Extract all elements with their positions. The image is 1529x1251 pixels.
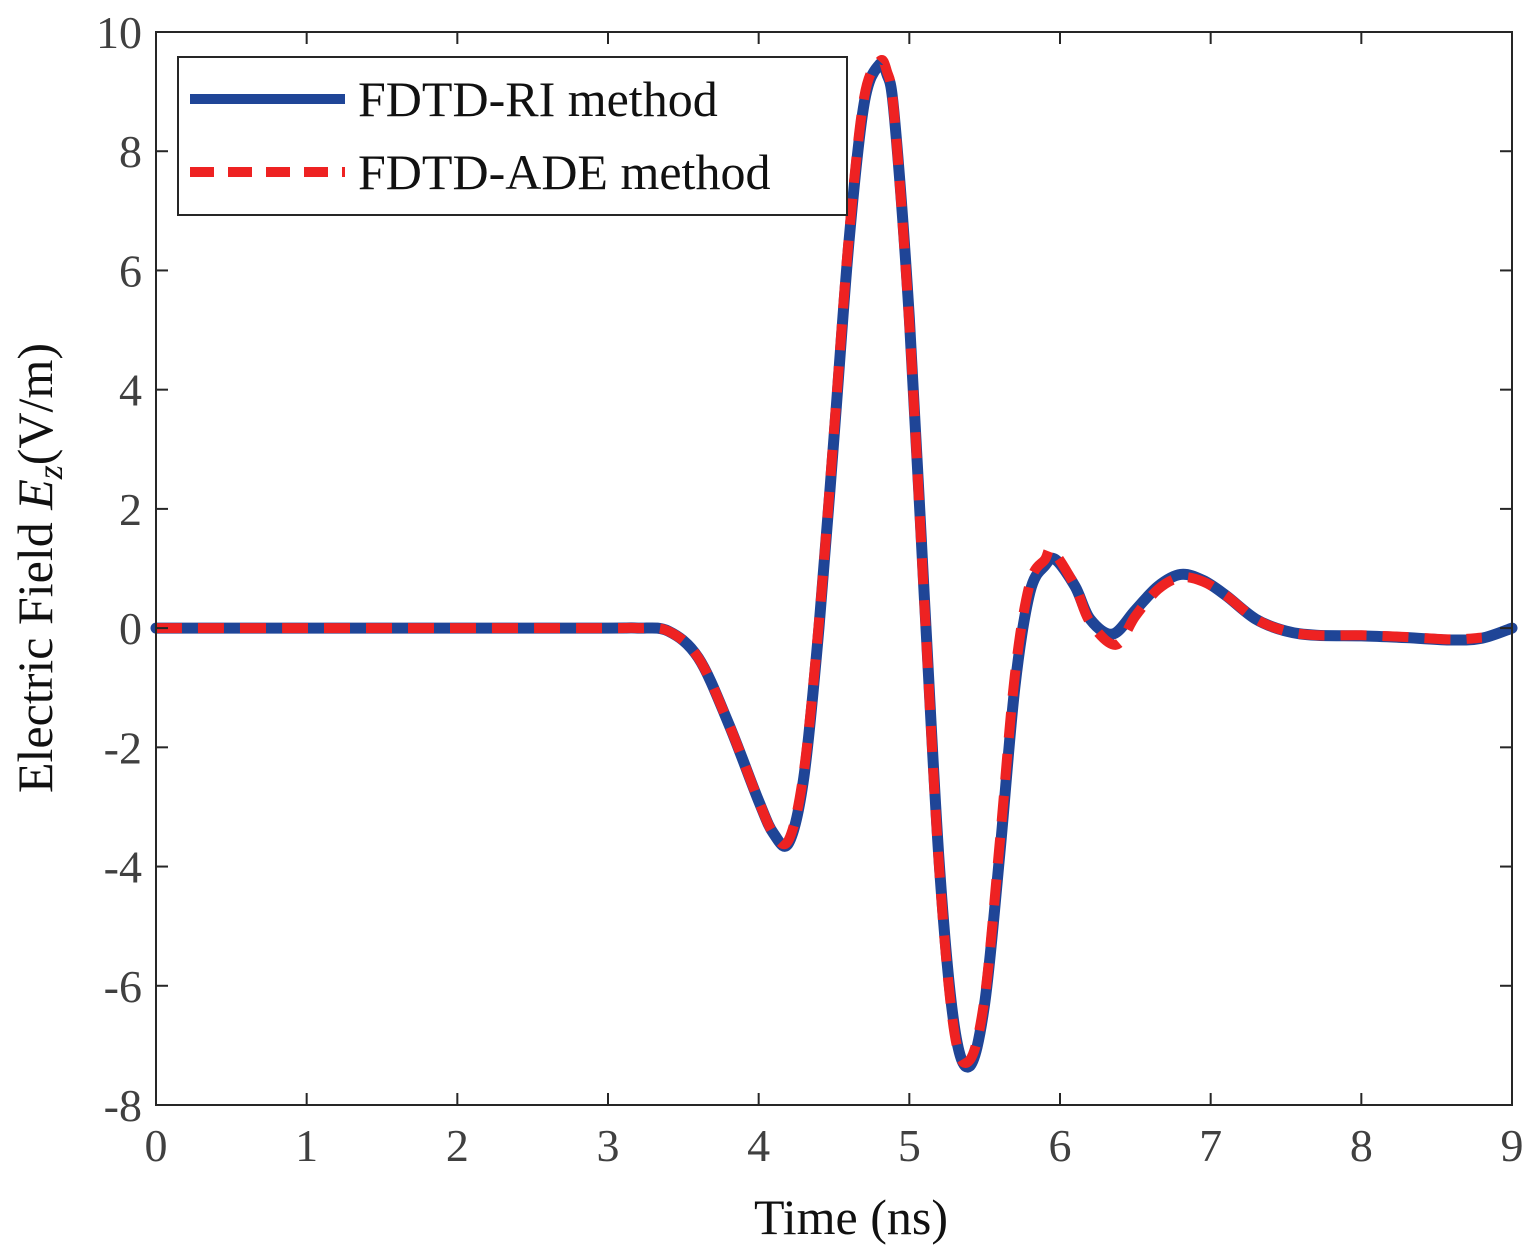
legend-box	[177, 56, 848, 216]
x-tick-label-2: 2	[446, 1120, 469, 1171]
series-layer	[150, 55, 1518, 1073]
y-tick-label-0: 0	[119, 603, 142, 654]
x-tick-label-1: 1	[295, 1120, 318, 1171]
legend: FDTD-RI method FDTD-ADE method	[177, 56, 848, 216]
ticks-layer: 0 1 2 3 4 5 6 7 8 9 -8 -6 -4 -2 0 2 4 6 8 10	[96, 7, 1524, 1171]
y-tick-label-6: 6	[119, 245, 142, 296]
x-tick-label-3: 3	[597, 1120, 620, 1171]
y-tick-label-4: 4	[119, 365, 142, 416]
y-axis-label-subscript: z	[30, 465, 70, 480]
y-axis-label-symbol: E	[7, 479, 63, 511]
y-tick-label-2: 2	[119, 484, 142, 535]
y-tick-label--6: -6	[104, 961, 142, 1012]
x-tick-label-5: 5	[898, 1120, 921, 1171]
x-tick-label-6: 6	[1049, 1120, 1072, 1171]
x-tick-label-9: 9	[1501, 1120, 1524, 1171]
plot-frame	[155, 31, 1513, 1106]
y-tick-label--8: -8	[104, 1080, 142, 1131]
legend-label-fdtd-ri: FDTD-RI method	[358, 71, 718, 127]
y-axis-label-suffix: (V/m)	[7, 343, 63, 465]
x-axis-label: Time (ns)	[754, 1189, 948, 1245]
y-tick-label--4: -4	[104, 842, 142, 893]
x-tick-label-0: 0	[145, 1120, 168, 1171]
x-tick-label-8: 8	[1350, 1120, 1373, 1171]
y-axis-label: Electric Field Ez(V/m)	[7, 343, 70, 793]
y-tick-label--2: -2	[104, 722, 142, 773]
x-tick-label-7: 7	[1199, 1120, 1222, 1171]
y-tick-label-8: 8	[119, 126, 142, 177]
legend-label-fdtd-ade: FDTD-ADE method	[358, 144, 770, 200]
y-axis-label-prefix: Electric Field	[7, 510, 63, 793]
x-tick-label-4: 4	[747, 1120, 770, 1171]
y-tick-label-10: 10	[96, 7, 142, 58]
